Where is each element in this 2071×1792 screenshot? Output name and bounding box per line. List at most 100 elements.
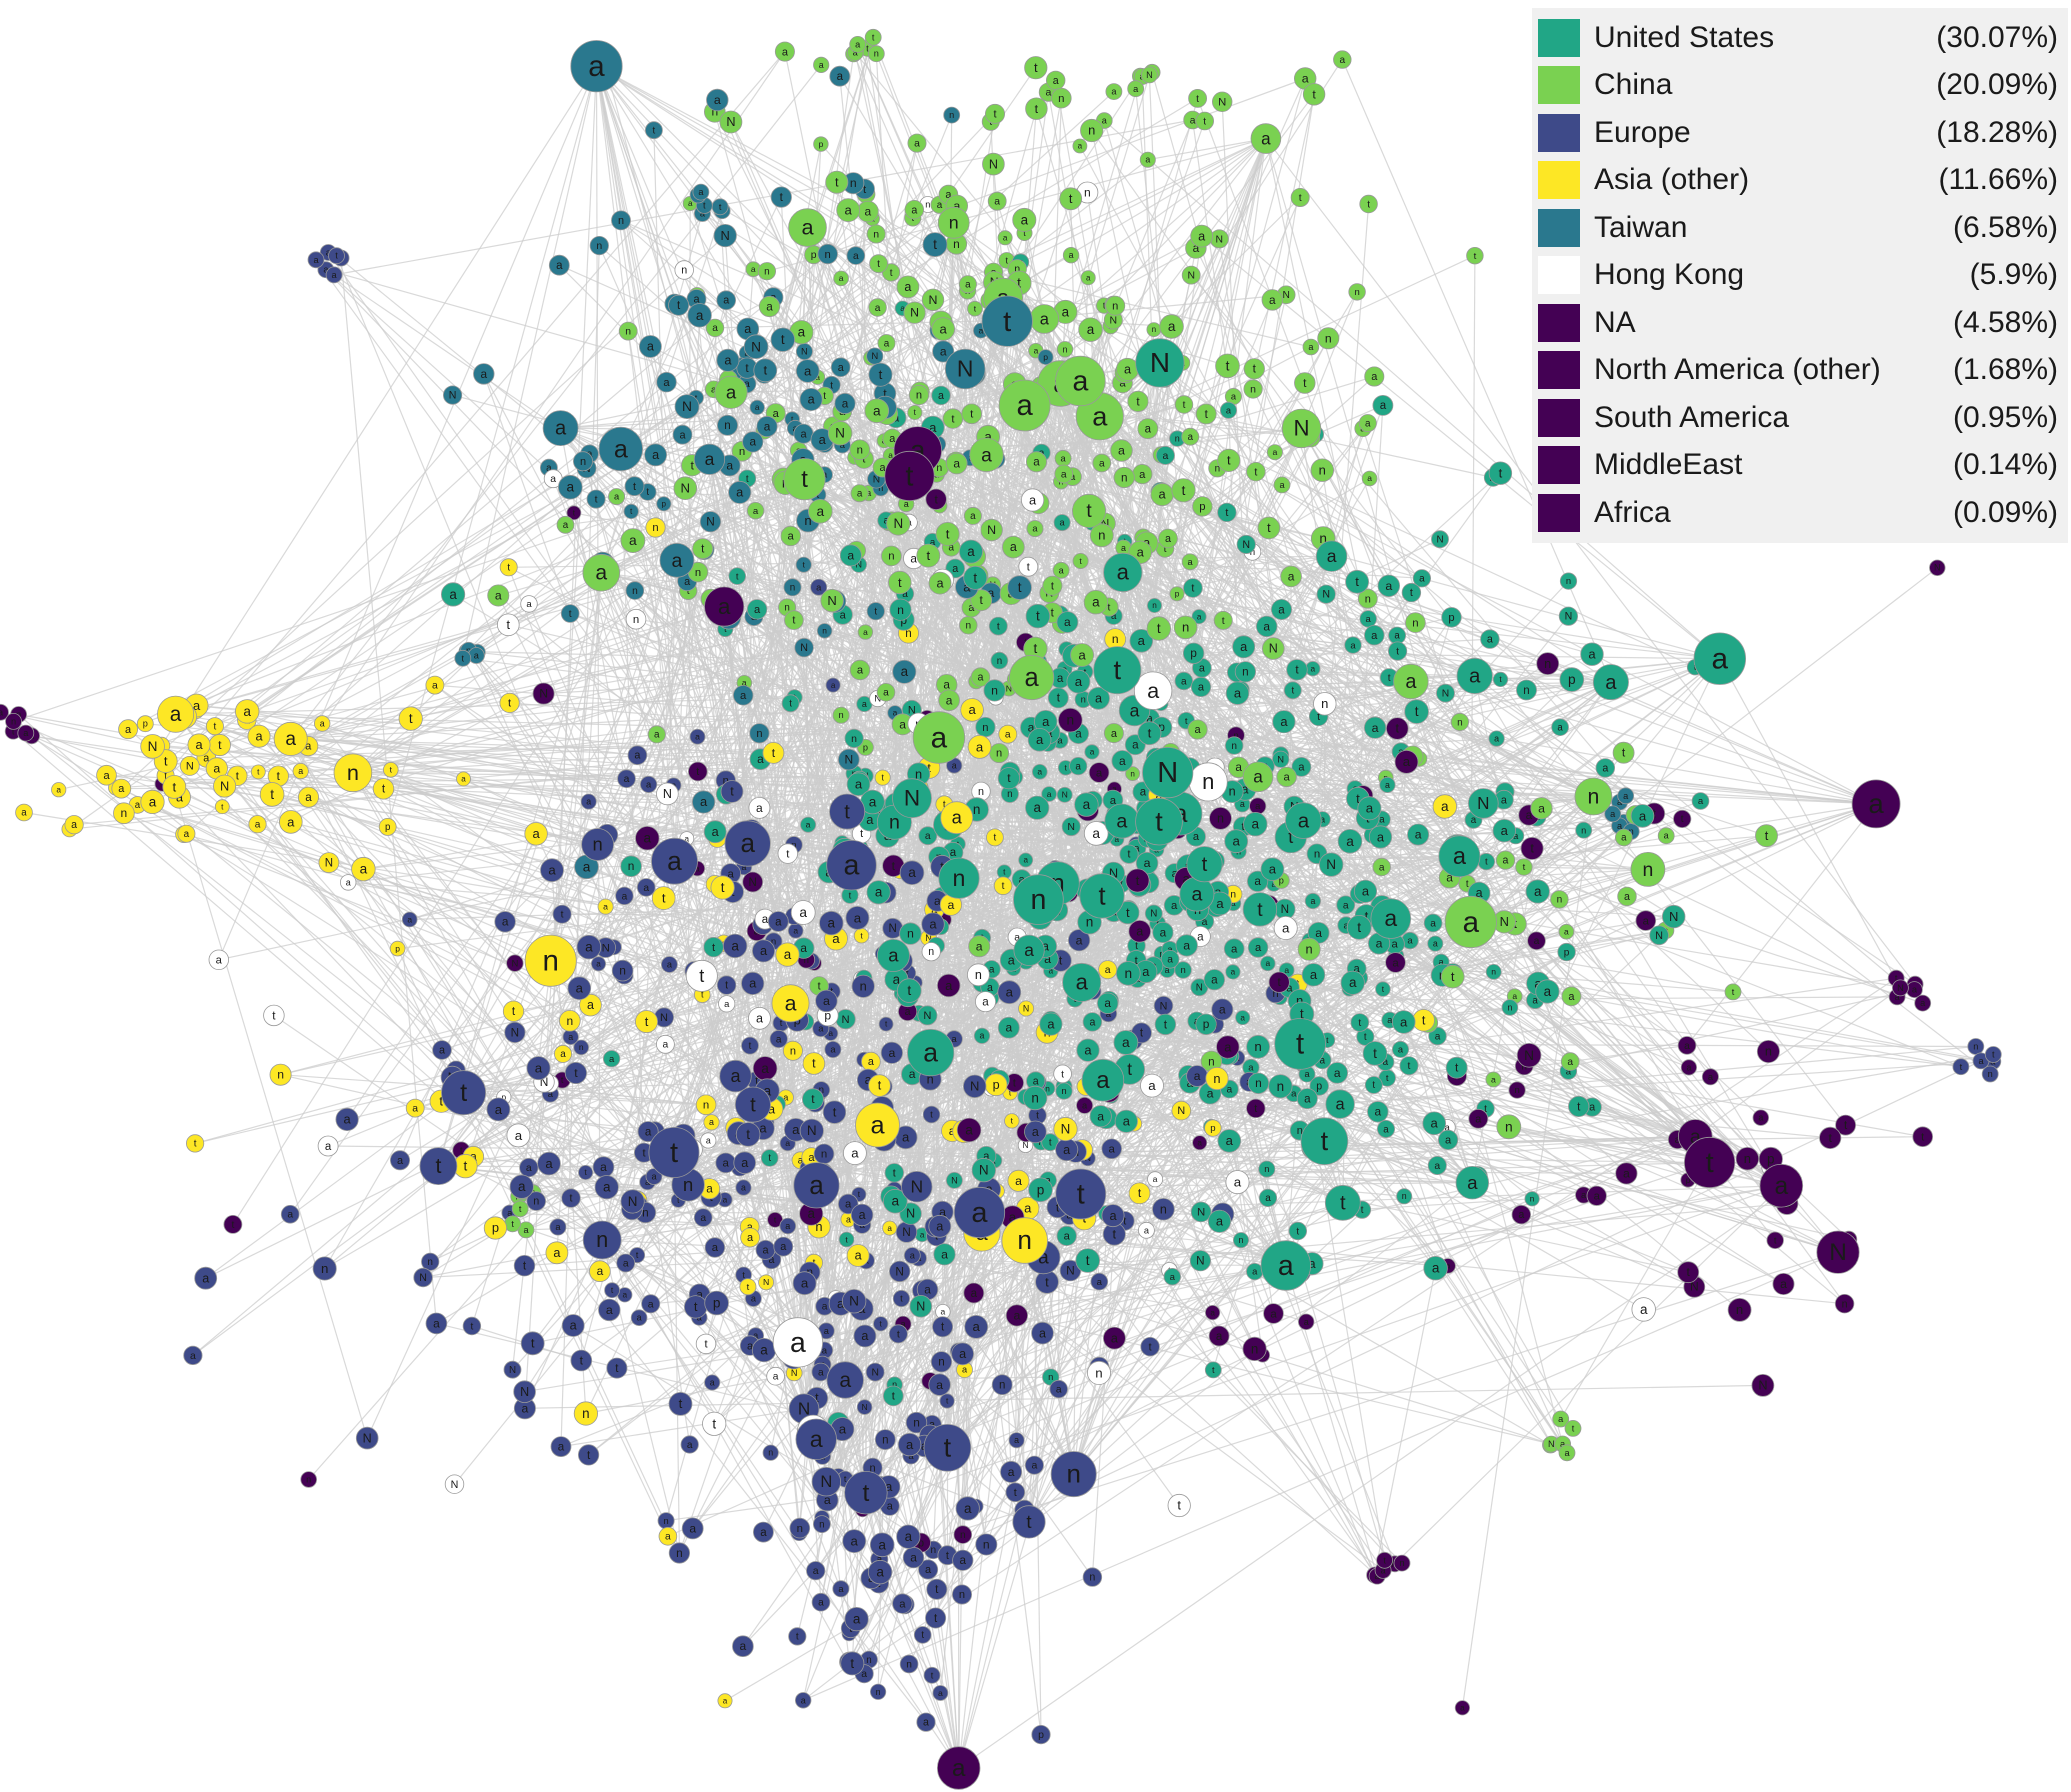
graph-node-label: a: [255, 820, 261, 831]
graph-node-label: a: [941, 1307, 946, 1317]
graph-node-label: p: [1038, 1729, 1044, 1741]
graph-node-label: a: [461, 775, 466, 784]
graph-node-label: a: [1075, 761, 1081, 772]
graph-node-label: a: [709, 1117, 714, 1127]
graph-node-label: t: [872, 32, 875, 42]
graph-node: a: [958, 275, 977, 294]
graph-node: a: [1361, 470, 1378, 487]
graph-node: a: [340, 874, 357, 891]
graph-node-label: a: [822, 1345, 828, 1356]
graph-node-label: t: [1299, 192, 1302, 204]
graph-node: n: [1233, 1232, 1250, 1249]
graph-node-label: t: [930, 1110, 933, 1121]
graph-node-label: a: [1343, 900, 1349, 911]
graph-node-label: a: [1684, 1041, 1690, 1052]
graph-node-label: a: [603, 902, 608, 912]
graph-node-label: a: [23, 728, 29, 738]
graph-node: a: [806, 1561, 826, 1581]
graph-node-label: a: [773, 1372, 779, 1383]
graph-node-label: a: [1231, 968, 1236, 977]
graph-node: N: [1436, 683, 1455, 703]
graph-node-label: a: [1494, 734, 1499, 744]
graph-node-label: n: [876, 1687, 881, 1697]
graph-node: a: [689, 728, 706, 745]
graph-node-label: a: [1272, 447, 1277, 457]
graph-node: a: [1297, 1313, 1315, 1331]
graph-node-label: a: [853, 251, 859, 262]
graph-node: a: [556, 515, 575, 534]
graph-node: t: [623, 503, 639, 519]
graph-node: a: [1495, 850, 1516, 870]
graph-node-label: N: [871, 1368, 878, 1379]
graph-node-label: t: [1361, 1205, 1364, 1216]
graph-node: t: [1359, 194, 1378, 214]
graph-node-label: N: [1023, 1003, 1029, 1013]
graph-node: N: [946, 1172, 963, 1189]
graph-node-label: a: [1558, 1414, 1564, 1424]
graph-node-label: a: [1366, 614, 1372, 625]
graph-node-label: p: [1564, 947, 1570, 958]
graph-node-label: t: [1364, 1032, 1367, 1043]
graph-node-label: a: [741, 1183, 746, 1193]
graph-node-label: t: [231, 1220, 234, 1231]
graph-node: n: [832, 706, 850, 724]
graph-edge: [271, 307, 878, 795]
graph-node: t: [328, 247, 345, 265]
graph-node: a: [1192, 1135, 1208, 1151]
graph-node: N: [506, 954, 524, 972]
graph-node-label: t: [1183, 400, 1186, 411]
graph-node: t: [1564, 1420, 1582, 1437]
graph-node: a: [987, 191, 1007, 211]
graph-node: t: [586, 489, 606, 509]
graph-node-label: n: [768, 1448, 773, 1458]
graph-node-label: a: [724, 998, 730, 1009]
graph-node: a: [1266, 444, 1283, 461]
graph-node: a: [292, 762, 309, 780]
graph-node: a: [1246, 1263, 1264, 1281]
graph-edge: [1374, 1268, 1437, 1576]
graph-node: N: [795, 342, 813, 360]
graph-node-label: t: [595, 494, 598, 506]
graph-node-label: a: [884, 338, 890, 349]
graph-node-label: a: [687, 1440, 693, 1451]
graph-node-label: t: [1396, 646, 1399, 658]
graph-node-label: t: [569, 609, 572, 620]
graph-node-label: a: [1033, 1076, 1039, 1088]
graph-node-label: a: [1145, 155, 1150, 165]
graph-node-label: a: [862, 699, 867, 709]
graph-node: a: [1018, 852, 1034, 868]
graph-node-label: a: [1078, 142, 1083, 151]
graph-node: a: [1053, 514, 1071, 532]
graph-node-label: t: [747, 1282, 750, 1292]
graph-node-label: a: [1121, 543, 1126, 553]
graph-node: a: [1488, 730, 1505, 747]
graph-node-label: a: [1240, 799, 1245, 809]
graph-node: a: [1677, 1036, 1697, 1055]
graph-node-label: n: [1250, 384, 1256, 396]
graph-node-label: n: [1973, 1042, 1978, 1052]
graph-node-label: t: [1474, 251, 1477, 262]
graph-node-label: p: [811, 250, 817, 261]
graph-node: a: [1008, 1432, 1025, 1449]
graph-edge: [1201, 235, 1721, 660]
graph-node-label: a: [710, 1377, 715, 1387]
graph-node: t: [967, 300, 983, 317]
graph-node-label: a: [1133, 84, 1139, 94]
graph-node-label: a: [1188, 557, 1194, 567]
graph-node-label: a: [432, 681, 438, 692]
graph-node: t: [462, 1316, 482, 1336]
graph-node: a: [1049, 1379, 1068, 1399]
graph-node: a: [1072, 138, 1088, 154]
graph-node-label: a: [1434, 1161, 1440, 1172]
graph-node: t: [892, 1289, 911, 1308]
graph-node-label: t: [703, 201, 706, 211]
graph-node-label: t: [997, 622, 1000, 633]
graph-node-label: a: [1069, 250, 1074, 260]
graph-node-label: a: [1912, 985, 1918, 995]
graph-node: n: [1348, 283, 1366, 301]
graph-node-label: t: [646, 487, 649, 498]
graph-node: a: [325, 266, 343, 284]
graph-node-label: n: [596, 240, 602, 252]
graph-node-label: a: [320, 719, 325, 729]
graph-node: t: [913, 1626, 932, 1644]
